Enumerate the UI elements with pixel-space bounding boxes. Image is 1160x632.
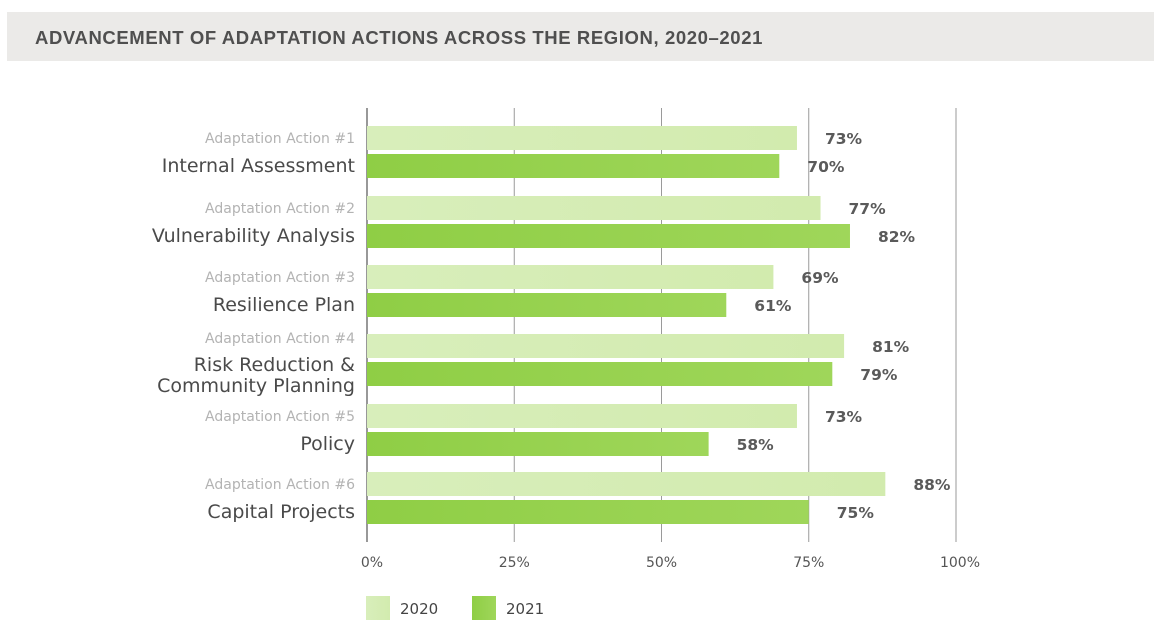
category-label: Vulnerability Analysis (152, 225, 355, 247)
chart-title: ADVANCEMENT OF ADAPTATION ACTIONS ACROSS… (35, 27, 763, 48)
category-label: Risk Reduction & (194, 354, 355, 376)
x-tick-label: 100% (940, 555, 980, 571)
bar-2021 (367, 362, 833, 386)
bar-2020 (367, 265, 774, 289)
legend-swatch-2021 (472, 596, 496, 620)
category-sublabel: Adaptation Action #1 (205, 131, 355, 147)
value-label: 81% (872, 338, 910, 356)
value-label: 70% (807, 158, 845, 176)
bar-2021 (367, 293, 727, 317)
category-label: Capital Projects (207, 501, 355, 523)
bar-2020 (367, 126, 797, 150)
bar-2020 (367, 334, 845, 358)
legend-label: 2020 (400, 600, 438, 618)
bar-2020 (367, 472, 886, 496)
legend-swatch-2020 (366, 596, 390, 620)
category-sublabel: Adaptation Action #5 (205, 409, 355, 425)
x-tick-label: 25% (499, 555, 530, 571)
category-label: Policy (300, 433, 355, 455)
chart-title-bar: ADVANCEMENT OF ADAPTATION ACTIONS ACROSS… (7, 12, 1154, 61)
value-label: 82% (878, 228, 916, 246)
category-sublabel: Adaptation Action #2 (205, 201, 355, 217)
category-sublabel: Adaptation Action #3 (205, 270, 355, 286)
value-label: 73% (825, 130, 863, 148)
value-label: 77% (849, 200, 887, 218)
x-tick-label: 75% (793, 555, 824, 571)
x-tick-label: 0% (361, 555, 383, 571)
value-label: 75% (837, 504, 875, 522)
legend-label: 2021 (506, 600, 544, 618)
category-sublabel: Adaptation Action #4 (205, 331, 355, 347)
bar-2021 (367, 432, 709, 456)
bar-2020 (367, 404, 797, 428)
category-label: Community Planning (157, 375, 355, 397)
value-label: 88% (913, 476, 951, 494)
bar-2021 (367, 154, 780, 178)
bar-2020 (367, 196, 821, 220)
value-label: 58% (737, 436, 775, 454)
bar-2021 (367, 500, 809, 524)
category-label: Internal Assessment (162, 155, 355, 177)
category-label: Resilience Plan (213, 294, 355, 316)
bar-2021 (367, 224, 850, 248)
value-label: 79% (860, 366, 898, 384)
value-label: 61% (754, 297, 792, 315)
value-label: 73% (825, 408, 863, 426)
category-sublabel: Adaptation Action #6 (205, 477, 355, 493)
x-tick-label: 50% (646, 555, 677, 571)
value-label: 69% (801, 269, 839, 287)
